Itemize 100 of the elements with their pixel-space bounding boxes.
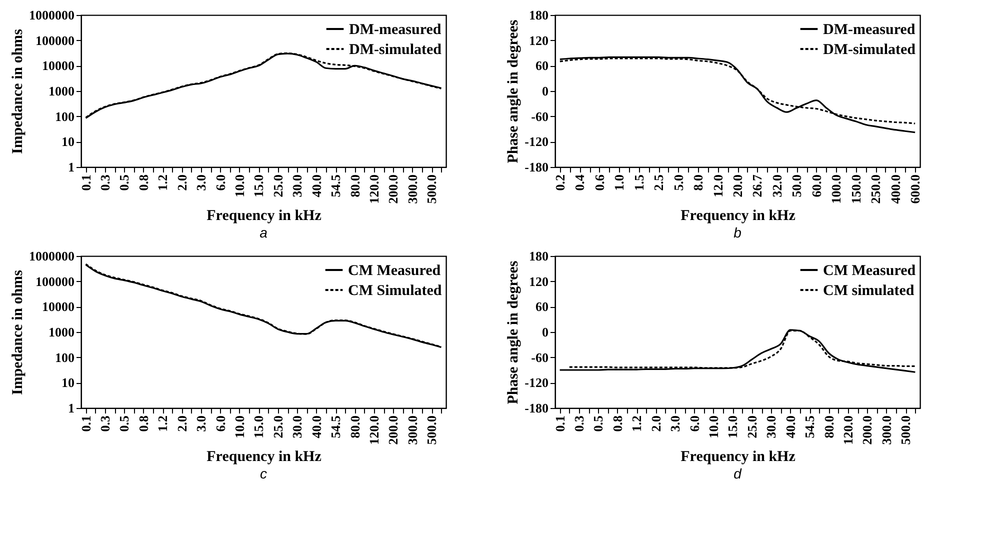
x-tick-label: 1.2 xyxy=(155,416,170,432)
legend-label: DM-measured xyxy=(349,22,442,38)
legend-label: CM Simulated xyxy=(348,283,442,299)
y-tick-label: 100000 xyxy=(36,274,74,289)
x-tick-label: 0.6 xyxy=(592,174,607,191)
x-tick-label: 25.0 xyxy=(744,416,760,438)
y-tick-label: 100 xyxy=(55,350,74,365)
x-tick-label: 32.0 xyxy=(769,174,784,198)
y-tick-label: -120 xyxy=(524,134,548,150)
x-tick-label: 15.0 xyxy=(251,416,266,438)
legend-label: DM-simulated xyxy=(349,42,442,58)
y-tick-label: 0 xyxy=(542,324,548,340)
x-tick-label: 0.8 xyxy=(136,174,151,191)
x-tick-label: 40.0 xyxy=(308,416,324,438)
x-tick-label: 300.0 xyxy=(878,416,894,445)
x-axis-title: Frequency in kHz xyxy=(680,448,796,465)
x-tick-label: 10.0 xyxy=(232,416,247,438)
x-tick-label: 0.1 xyxy=(78,416,94,432)
y-tick-label: -180 xyxy=(524,160,548,174)
x-tick-label: 300.0 xyxy=(404,416,420,445)
x-tick-label: 30.0 xyxy=(290,174,305,198)
x-tick-label: 3.0 xyxy=(194,174,209,191)
y-tick-label: -180 xyxy=(524,400,548,416)
y-tick-label: 10 xyxy=(62,134,74,150)
x-tick-label: 3.0 xyxy=(194,416,209,432)
x-tick-label: 10.0 xyxy=(232,174,247,198)
x-tick-label: 20.0 xyxy=(730,174,745,198)
legend-label: CM Measured xyxy=(823,263,916,279)
y-tick-label: 120 xyxy=(529,32,548,48)
x-tick-label: 120.0 xyxy=(840,416,856,445)
y-tick-label: 120 xyxy=(529,274,548,289)
x-tick-label: 1.5 xyxy=(631,174,646,191)
y-tick-label: 1000000 xyxy=(29,248,74,264)
x-tick-label: 100.0 xyxy=(828,174,844,204)
x-tick-label: 40.0 xyxy=(782,416,798,438)
x-tick-label: 25.0 xyxy=(270,416,286,438)
x-tick-label: 80.0 xyxy=(821,416,836,438)
y-tick-label: 100000 xyxy=(36,32,74,48)
x-tick-label: 12.0 xyxy=(710,174,726,198)
x-tick-label: 200.0 xyxy=(386,416,401,445)
x-tick-label: 5.0 xyxy=(670,174,686,191)
x-tick-label: 120.0 xyxy=(366,416,382,445)
x-tick-label: 25.0 xyxy=(270,174,286,198)
x-tick-label: 150.0 xyxy=(848,174,864,204)
y-tick-label: -60 xyxy=(531,350,548,365)
text: d xyxy=(734,465,743,482)
x-tick-label: 0.3 xyxy=(572,415,587,432)
y-tick-label: 1 xyxy=(68,400,74,416)
x-tick-label: 0.8 xyxy=(610,415,625,432)
x-tick-label: 6.0 xyxy=(212,174,228,191)
y-tick-label: 10 xyxy=(62,375,74,390)
x-tick-label: 0.8 xyxy=(136,415,151,432)
y-tick-label: 180 xyxy=(529,248,548,264)
y-tick-label: -120 xyxy=(524,375,548,390)
x-tick-label: 600.0 xyxy=(908,174,923,204)
x-tick-label: 3.0 xyxy=(668,416,683,432)
x-tick-label: 30.0 xyxy=(290,416,305,438)
y-axis-title: Phase angle in degrees xyxy=(506,260,522,404)
x-tick-label: 400.0 xyxy=(888,174,903,204)
x-axis-title: Frequency in kHz xyxy=(680,208,796,224)
y-tick-label: 60 xyxy=(536,58,548,74)
x-tick-label: 54.5 xyxy=(328,174,344,198)
legend-label: CM simulated xyxy=(823,283,915,299)
x-axis-title: Frequency in kHz xyxy=(206,208,322,224)
x-tick-label: 500.0 xyxy=(424,174,440,204)
x-tick-label: 80.0 xyxy=(347,416,362,438)
x-tick-label: 0.5 xyxy=(116,174,132,191)
legend-label: DM-simulated xyxy=(823,42,916,58)
x-tick-label: 54.5 xyxy=(328,415,344,438)
x-tick-label: 15.0 xyxy=(725,416,740,438)
x-tick-label: 200.0 xyxy=(386,174,401,204)
text: c xyxy=(260,465,267,482)
y-tick-label: 1000 xyxy=(48,84,74,98)
text: b xyxy=(734,224,742,240)
x-tick-label: 6.0 xyxy=(686,416,702,432)
x-tick-label: 500.0 xyxy=(898,416,914,445)
x-tick-label: 2.0 xyxy=(174,416,190,432)
x-tick-label: 0.1 xyxy=(78,174,94,191)
y-axis-title: Phase angle in degrees xyxy=(506,20,522,164)
x-tick-label: 200.0 xyxy=(860,416,875,445)
y-tick-label: 1000 xyxy=(48,324,74,340)
x-tick-label: 1.2 xyxy=(629,416,644,432)
x-tick-label: 2.0 xyxy=(174,174,190,191)
y-tick-label: 10000 xyxy=(42,299,74,314)
x-tick-label: 40.0 xyxy=(308,174,324,198)
y-tick-label: 0 xyxy=(542,84,548,98)
legend-label: DM-measured xyxy=(823,22,916,38)
y-tick-label: 1 xyxy=(68,160,74,174)
y-tick-label: 10000 xyxy=(42,58,74,74)
x-tick-label: 250.0 xyxy=(868,174,884,204)
x-tick-label: 54.5 xyxy=(802,415,818,438)
x-tick-label: 15.0 xyxy=(251,174,266,198)
x-tick-label: 0.2 xyxy=(552,174,568,191)
y-tick-label: 1000000 xyxy=(29,8,74,22)
x-tick-label: 0.4 xyxy=(572,174,588,191)
y-tick-label: 60 xyxy=(536,299,548,314)
x-tick-label: 0.3 xyxy=(98,174,113,191)
y-tick-label: -60 xyxy=(531,108,548,124)
x-tick-label: 120.0 xyxy=(366,174,382,204)
y-axis-title: Impedance in ohms xyxy=(10,270,26,396)
